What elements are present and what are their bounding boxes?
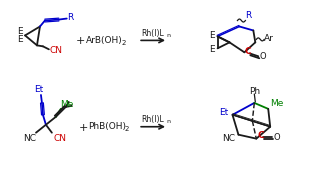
Text: C: C <box>244 47 251 56</box>
Text: E: E <box>17 27 23 36</box>
Text: Ar: Ar <box>264 34 274 43</box>
Text: CN: CN <box>49 46 62 55</box>
Text: C: C <box>258 131 264 140</box>
Text: ArB(OH): ArB(OH) <box>86 36 123 45</box>
Text: PhB(OH): PhB(OH) <box>88 122 126 131</box>
Text: E: E <box>17 35 23 44</box>
Text: 2: 2 <box>124 126 129 132</box>
Text: Rh(I)L: Rh(I)L <box>142 115 165 124</box>
Text: n: n <box>166 119 170 124</box>
Text: Me: Me <box>60 100 73 109</box>
Text: 2: 2 <box>121 40 126 46</box>
Text: +: + <box>76 36 85 46</box>
Text: n: n <box>166 33 170 38</box>
Text: Me: Me <box>270 99 284 108</box>
Text: O: O <box>274 133 280 142</box>
Text: CN: CN <box>53 134 66 143</box>
Text: NC: NC <box>24 134 36 143</box>
Text: E: E <box>209 31 214 40</box>
Text: O: O <box>260 52 266 61</box>
Text: Et: Et <box>219 108 228 117</box>
Text: R: R <box>245 11 252 20</box>
Text: E: E <box>209 45 214 54</box>
Text: Ph: Ph <box>249 87 260 96</box>
Text: NC: NC <box>222 134 235 143</box>
Text: R: R <box>68 13 74 22</box>
Text: Rh(I)L: Rh(I)L <box>142 29 165 38</box>
Text: Et: Et <box>34 85 44 94</box>
Text: +: + <box>79 123 88 133</box>
